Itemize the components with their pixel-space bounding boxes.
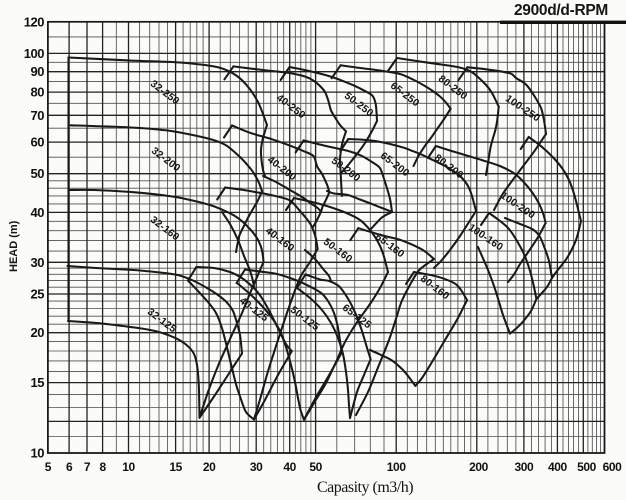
svg-text:25: 25	[31, 287, 45, 302]
svg-text:10: 10	[122, 460, 135, 474]
svg-text:100: 100	[24, 46, 44, 61]
svg-text:10: 10	[31, 446, 45, 461]
svg-text:8: 8	[99, 460, 106, 474]
svg-text:6: 6	[66, 460, 73, 474]
svg-text:200: 200	[469, 460, 489, 474]
svg-text:300: 300	[514, 460, 534, 474]
svg-text:40: 40	[283, 460, 296, 474]
svg-text:90: 90	[31, 64, 45, 79]
svg-text:20: 20	[203, 460, 216, 474]
svg-text:30: 30	[31, 255, 45, 270]
svg-text:60: 60	[31, 135, 45, 150]
svg-text:50: 50	[31, 166, 45, 181]
svg-text:600: 600	[603, 460, 623, 474]
svg-text:50: 50	[309, 460, 322, 474]
svg-text:15: 15	[31, 375, 45, 390]
svg-text:30: 30	[250, 460, 263, 474]
svg-text:100: 100	[387, 460, 407, 474]
svg-text:15: 15	[169, 460, 182, 474]
svg-text:20: 20	[31, 325, 45, 340]
svg-text:80: 80	[31, 85, 45, 100]
svg-text:70: 70	[31, 108, 45, 123]
svg-text:400: 400	[548, 460, 568, 474]
svg-text:120: 120	[24, 14, 44, 29]
svg-text:500: 500	[577, 460, 597, 474]
svg-text:40: 40	[31, 205, 45, 220]
svg-text:7: 7	[84, 460, 91, 474]
svg-text:5: 5	[45, 460, 52, 474]
